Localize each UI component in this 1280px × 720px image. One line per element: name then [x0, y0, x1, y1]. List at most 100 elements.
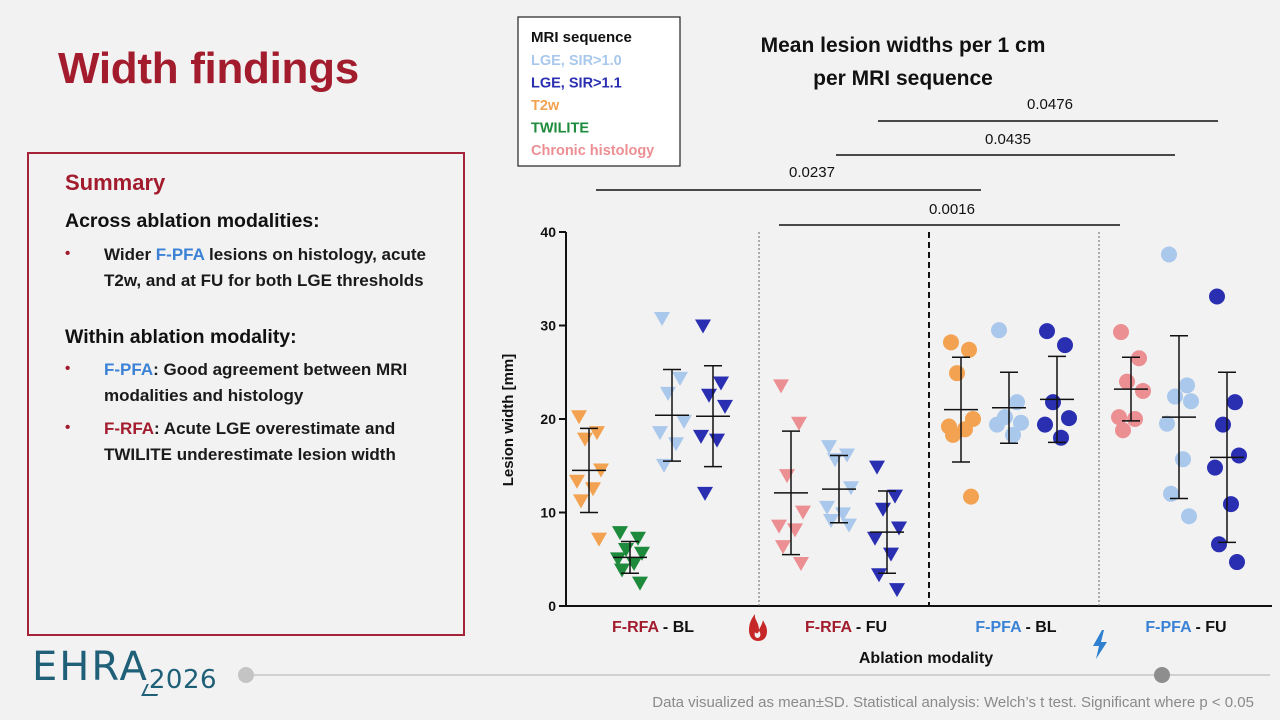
data-point-histology	[795, 505, 811, 520]
data-point-lge11	[867, 531, 883, 546]
data-point-lge11	[1229, 554, 1245, 571]
data-point-lge11	[1223, 496, 1239, 513]
data-point-lge11	[883, 547, 899, 562]
data-point-lge11	[697, 486, 713, 501]
data-point-histology	[1115, 422, 1131, 439]
bullet-text: : Good agreement between MRI	[153, 360, 408, 379]
y-axis-label: Lesion width [mm]	[500, 354, 517, 487]
data-point-t2w	[569, 474, 585, 489]
summary-box: Summary Across ablation modalities: • Wi…	[27, 152, 465, 636]
chart-title-line1: Mean lesion widths per 1 cm	[761, 34, 1046, 57]
across-modalities-heading: Across ablation modalities:	[65, 210, 320, 232]
data-point-histology	[775, 540, 791, 555]
group-label-f-pfa-fu: F-PFA - FU	[1145, 619, 1226, 636]
data-point-lge10	[1005, 426, 1021, 443]
data-point-lge10	[1167, 388, 1183, 405]
data-point-t2w	[573, 494, 589, 509]
data-point-lge11	[693, 429, 709, 444]
data-point-lge10	[1183, 393, 1199, 410]
data-point-histology	[793, 556, 809, 571]
data-point-lge10	[1009, 394, 1025, 411]
bullet-dot: •	[65, 419, 71, 436]
group-label-modality: F-RFA	[805, 619, 853, 636]
significance-p-value: 0.0016	[929, 201, 975, 218]
y-tick-label: 20	[540, 411, 556, 427]
data-point-lge11	[1227, 394, 1243, 411]
ehra-logo: EHRA2026	[32, 644, 217, 696]
data-point-lge10	[652, 426, 668, 441]
data-point-lge10	[1163, 485, 1179, 502]
data-point-lge10	[1181, 508, 1197, 525]
data-point-histology	[1131, 350, 1147, 367]
bullet-dot: •	[65, 360, 71, 377]
data-point-lge11	[1037, 416, 1053, 433]
y-tick-label: 30	[540, 318, 556, 334]
data-point-lge11	[891, 521, 907, 536]
legend: MRI sequence LGE, SIR>1.0 LGE, SIR>1.1 T2w…	[517, 16, 681, 167]
significance-p-value: 0.0237	[789, 164, 835, 181]
f-pfa-highlight: F-PFA	[155, 245, 205, 264]
data-point-histology	[771, 519, 787, 534]
data-point-lge10	[676, 414, 692, 429]
progress-current-dot	[1154, 667, 1170, 683]
group-label-timepoint: - BL	[1021, 619, 1057, 636]
data-point-lge10	[823, 513, 839, 528]
x-axis-label: Ablation modality	[859, 650, 993, 667]
legend-title: MRI sequence	[531, 29, 632, 46]
footer-note: Data visualized as mean±SD. Statistical …	[652, 694, 1254, 711]
data-point-histology	[787, 523, 803, 538]
group-label-modality: F-PFA	[975, 619, 1022, 636]
data-point-lge10	[1161, 246, 1177, 263]
data-point-lge11	[875, 502, 891, 517]
data-point-lge10	[1179, 377, 1195, 394]
group-label-timepoint: - FU	[1191, 619, 1227, 636]
data-point-lge11	[1061, 410, 1077, 427]
group-label-f-pfa-bl: F-PFA - BL	[975, 619, 1056, 636]
significance-p-value: 0.0476	[1027, 96, 1073, 113]
f-rfa-label: F-RFA	[104, 419, 155, 438]
data-point-lge10	[989, 416, 1005, 433]
legend-box	[517, 16, 681, 167]
summary-heading: Summary	[65, 170, 166, 195]
data-point-lge11	[869, 460, 885, 475]
within-modality-heading: Within ablation modality:	[65, 326, 297, 348]
data-point-t2w	[585, 482, 601, 497]
data-point-histology	[773, 379, 789, 394]
group-label-timepoint: - BL	[658, 619, 694, 636]
data-point-histology	[1119, 373, 1135, 390]
y-tick-label: 0	[548, 598, 556, 614]
slide-title: Width findings	[58, 44, 359, 93]
data-point-t2w	[571, 410, 587, 425]
data-point-lge10	[819, 500, 835, 515]
flame-icon	[749, 614, 767, 641]
significance-p-value: 0.0435	[985, 131, 1031, 148]
data-point-lge10	[672, 371, 688, 386]
data-point-lge10	[1175, 451, 1191, 468]
data-point-histology	[779, 469, 795, 484]
data-point-lge11	[1211, 536, 1227, 553]
data-point-lge10	[841, 518, 857, 533]
data-point-lge11	[1045, 394, 1061, 411]
legend-entry-histology: Chronic histology	[531, 143, 654, 159]
group-label-timepoint: - FU	[851, 619, 887, 636]
bullet-text: modalities and histology	[104, 386, 304, 405]
data-point-lge11	[709, 433, 725, 448]
data-point-t2w	[949, 365, 965, 382]
data-point-t2w	[589, 426, 605, 441]
data-point-lge10	[656, 458, 672, 473]
legend-entry-t2w: T2w	[531, 98, 560, 114]
bullet-text: : Acute LGE overestimate and	[154, 419, 396, 438]
group-label-f-rfa-bl: F-RFA - BL	[612, 619, 694, 636]
data-point-lge11	[887, 489, 903, 504]
data-point-lge10	[660, 386, 676, 401]
data-point-lge11	[717, 399, 733, 414]
f-pfa-label: F-PFA	[104, 360, 154, 379]
data-point-lge10	[668, 437, 684, 452]
legend-entry-lge10: LGE, SIR>1.0	[531, 53, 622, 69]
group-label-f-rfa-fu: F-RFA - FU	[805, 619, 887, 636]
progress-start-dot	[238, 667, 254, 683]
logo-main: EHRA	[32, 644, 149, 690]
legend-entry-twilite: TWILITE	[531, 121, 589, 137]
data-point-lge11	[713, 376, 729, 391]
